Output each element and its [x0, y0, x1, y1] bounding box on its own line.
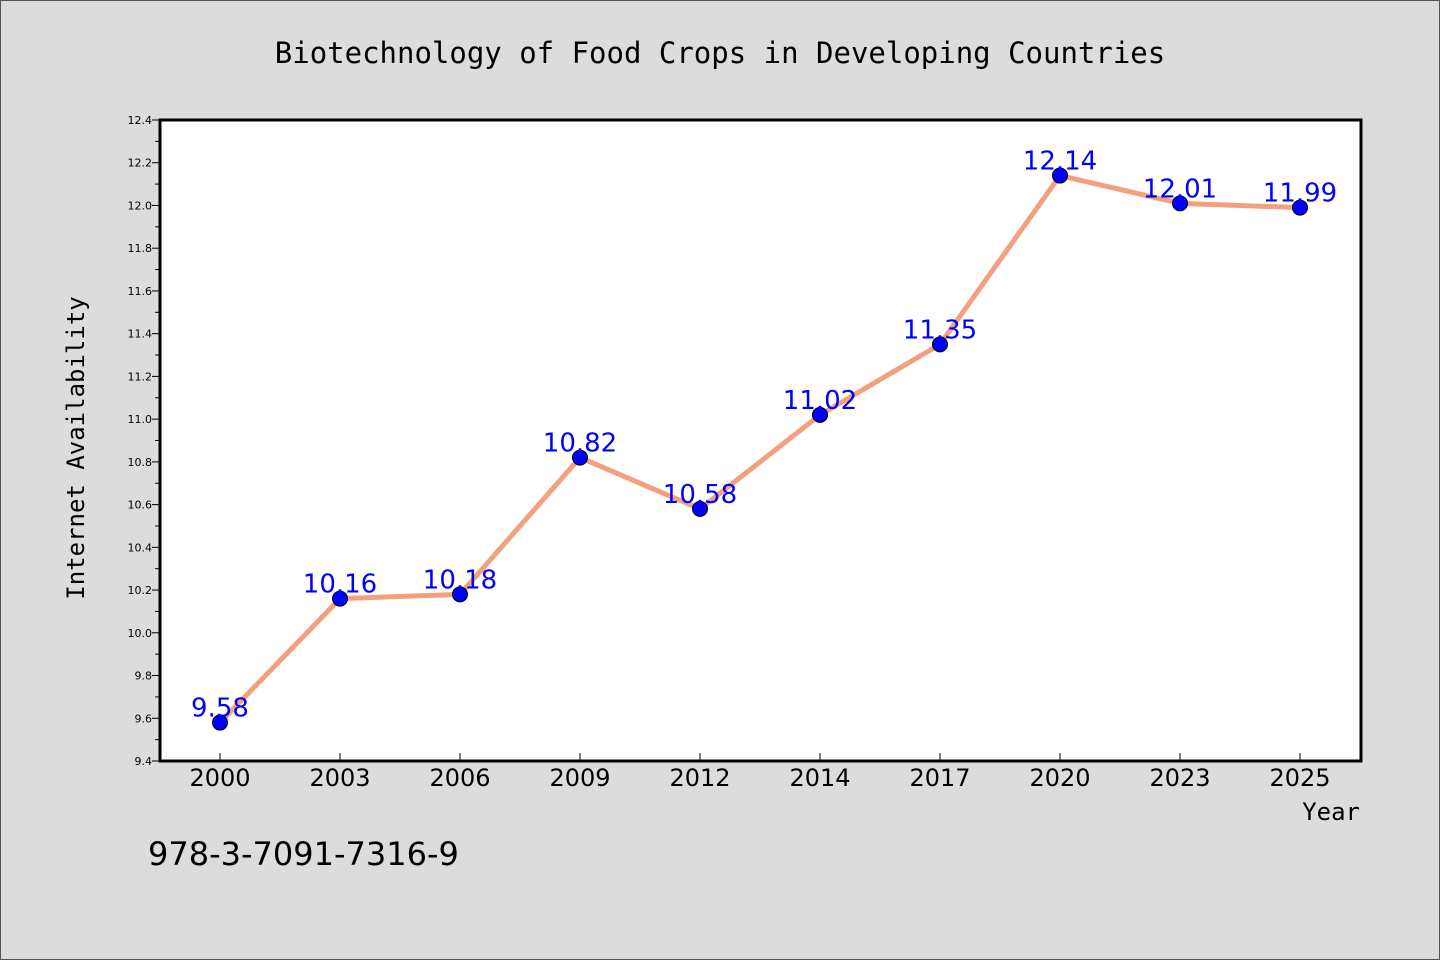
- data-point: [812, 406, 828, 423]
- x-tick-label: 2025: [1269, 764, 1330, 792]
- x-tick-label: 2006: [429, 764, 490, 792]
- data-points: [212, 167, 1308, 731]
- x-tick-label: 2023: [1149, 764, 1210, 792]
- x-tick-label: 2020: [1029, 764, 1090, 792]
- data-label: 12.01: [1143, 174, 1217, 204]
- x-tick-label: 2003: [309, 764, 370, 792]
- y-tick-label: 10.8: [128, 456, 153, 469]
- data-point: [572, 449, 588, 466]
- series-line: [218, 173, 1301, 725]
- data-point: [1052, 167, 1068, 184]
- x-tick-label: 2000: [189, 764, 250, 792]
- y-tick-label: 11.2: [128, 370, 153, 383]
- y-tick-label: 11.4: [128, 328, 153, 341]
- y-tick-label: 9.6: [135, 712, 153, 725]
- y-axis-label: Internet Availability: [62, 296, 90, 599]
- y-tick-label: 10.2: [128, 584, 153, 597]
- y-tick-label: 10.0: [128, 627, 153, 640]
- y-tick-label: 12.0: [128, 199, 153, 212]
- y-tick-label: 11.6: [128, 285, 153, 298]
- y-tick-label: 11.0: [128, 413, 153, 426]
- data-label: 10.58: [663, 480, 737, 510]
- isbn-text: 978-3-7091-7316-9: [148, 835, 459, 873]
- y-tick-label: 12.4: [128, 114, 153, 127]
- y-tick-label: 10.6: [128, 499, 153, 512]
- data-label: 9.58: [191, 694, 249, 724]
- x-tick-label: 2014: [789, 764, 850, 792]
- data-point: [452, 586, 468, 603]
- data-point: [212, 714, 228, 731]
- x-tick-label: 2012: [669, 764, 730, 792]
- data-labels: 9.58 10.16 10.18 10.82 10.58 11.02 11.35 12.14 1…: [191, 147, 1337, 724]
- data-point: [1172, 195, 1188, 212]
- y-axis: 9.4 9.6 9.8 10.0 10.2 10.4 10.6 10.8 11.0 11.2 11.…: [128, 114, 160, 768]
- data-label: 10.16: [303, 570, 377, 600]
- data-label: 10.82: [543, 429, 617, 459]
- data-point: [932, 336, 948, 353]
- x-tick-label: 2017: [909, 764, 970, 792]
- y-tick-label: 9.4: [135, 755, 153, 768]
- y-tick-label: 11.8: [128, 242, 153, 255]
- plot-area: [160, 120, 1361, 761]
- x-axis-label: Year: [1302, 798, 1360, 826]
- y-tick-label: 12.2: [128, 157, 153, 170]
- data-label: 10.18: [423, 565, 497, 595]
- x-tick-label: 2009: [549, 764, 610, 792]
- data-label: 11.02: [783, 386, 857, 416]
- plot-border: [158, 118, 1363, 763]
- y-tick-label: 10.4: [128, 541, 153, 554]
- y-tick-label: 9.8: [135, 670, 153, 683]
- data-label: 11.99: [1263, 179, 1337, 209]
- data-point: [1292, 199, 1308, 216]
- data-label: 11.35: [903, 315, 977, 345]
- data-point: [332, 590, 348, 607]
- chart-title: Biotechnology of Food Crops in Developin…: [275, 36, 1165, 70]
- data-label: 12.14: [1023, 147, 1097, 177]
- x-axis: 2000 2003 2006 2009 2012 2014 2017 2020 2023 2025: [189, 753, 1331, 792]
- data-point: [692, 500, 708, 517]
